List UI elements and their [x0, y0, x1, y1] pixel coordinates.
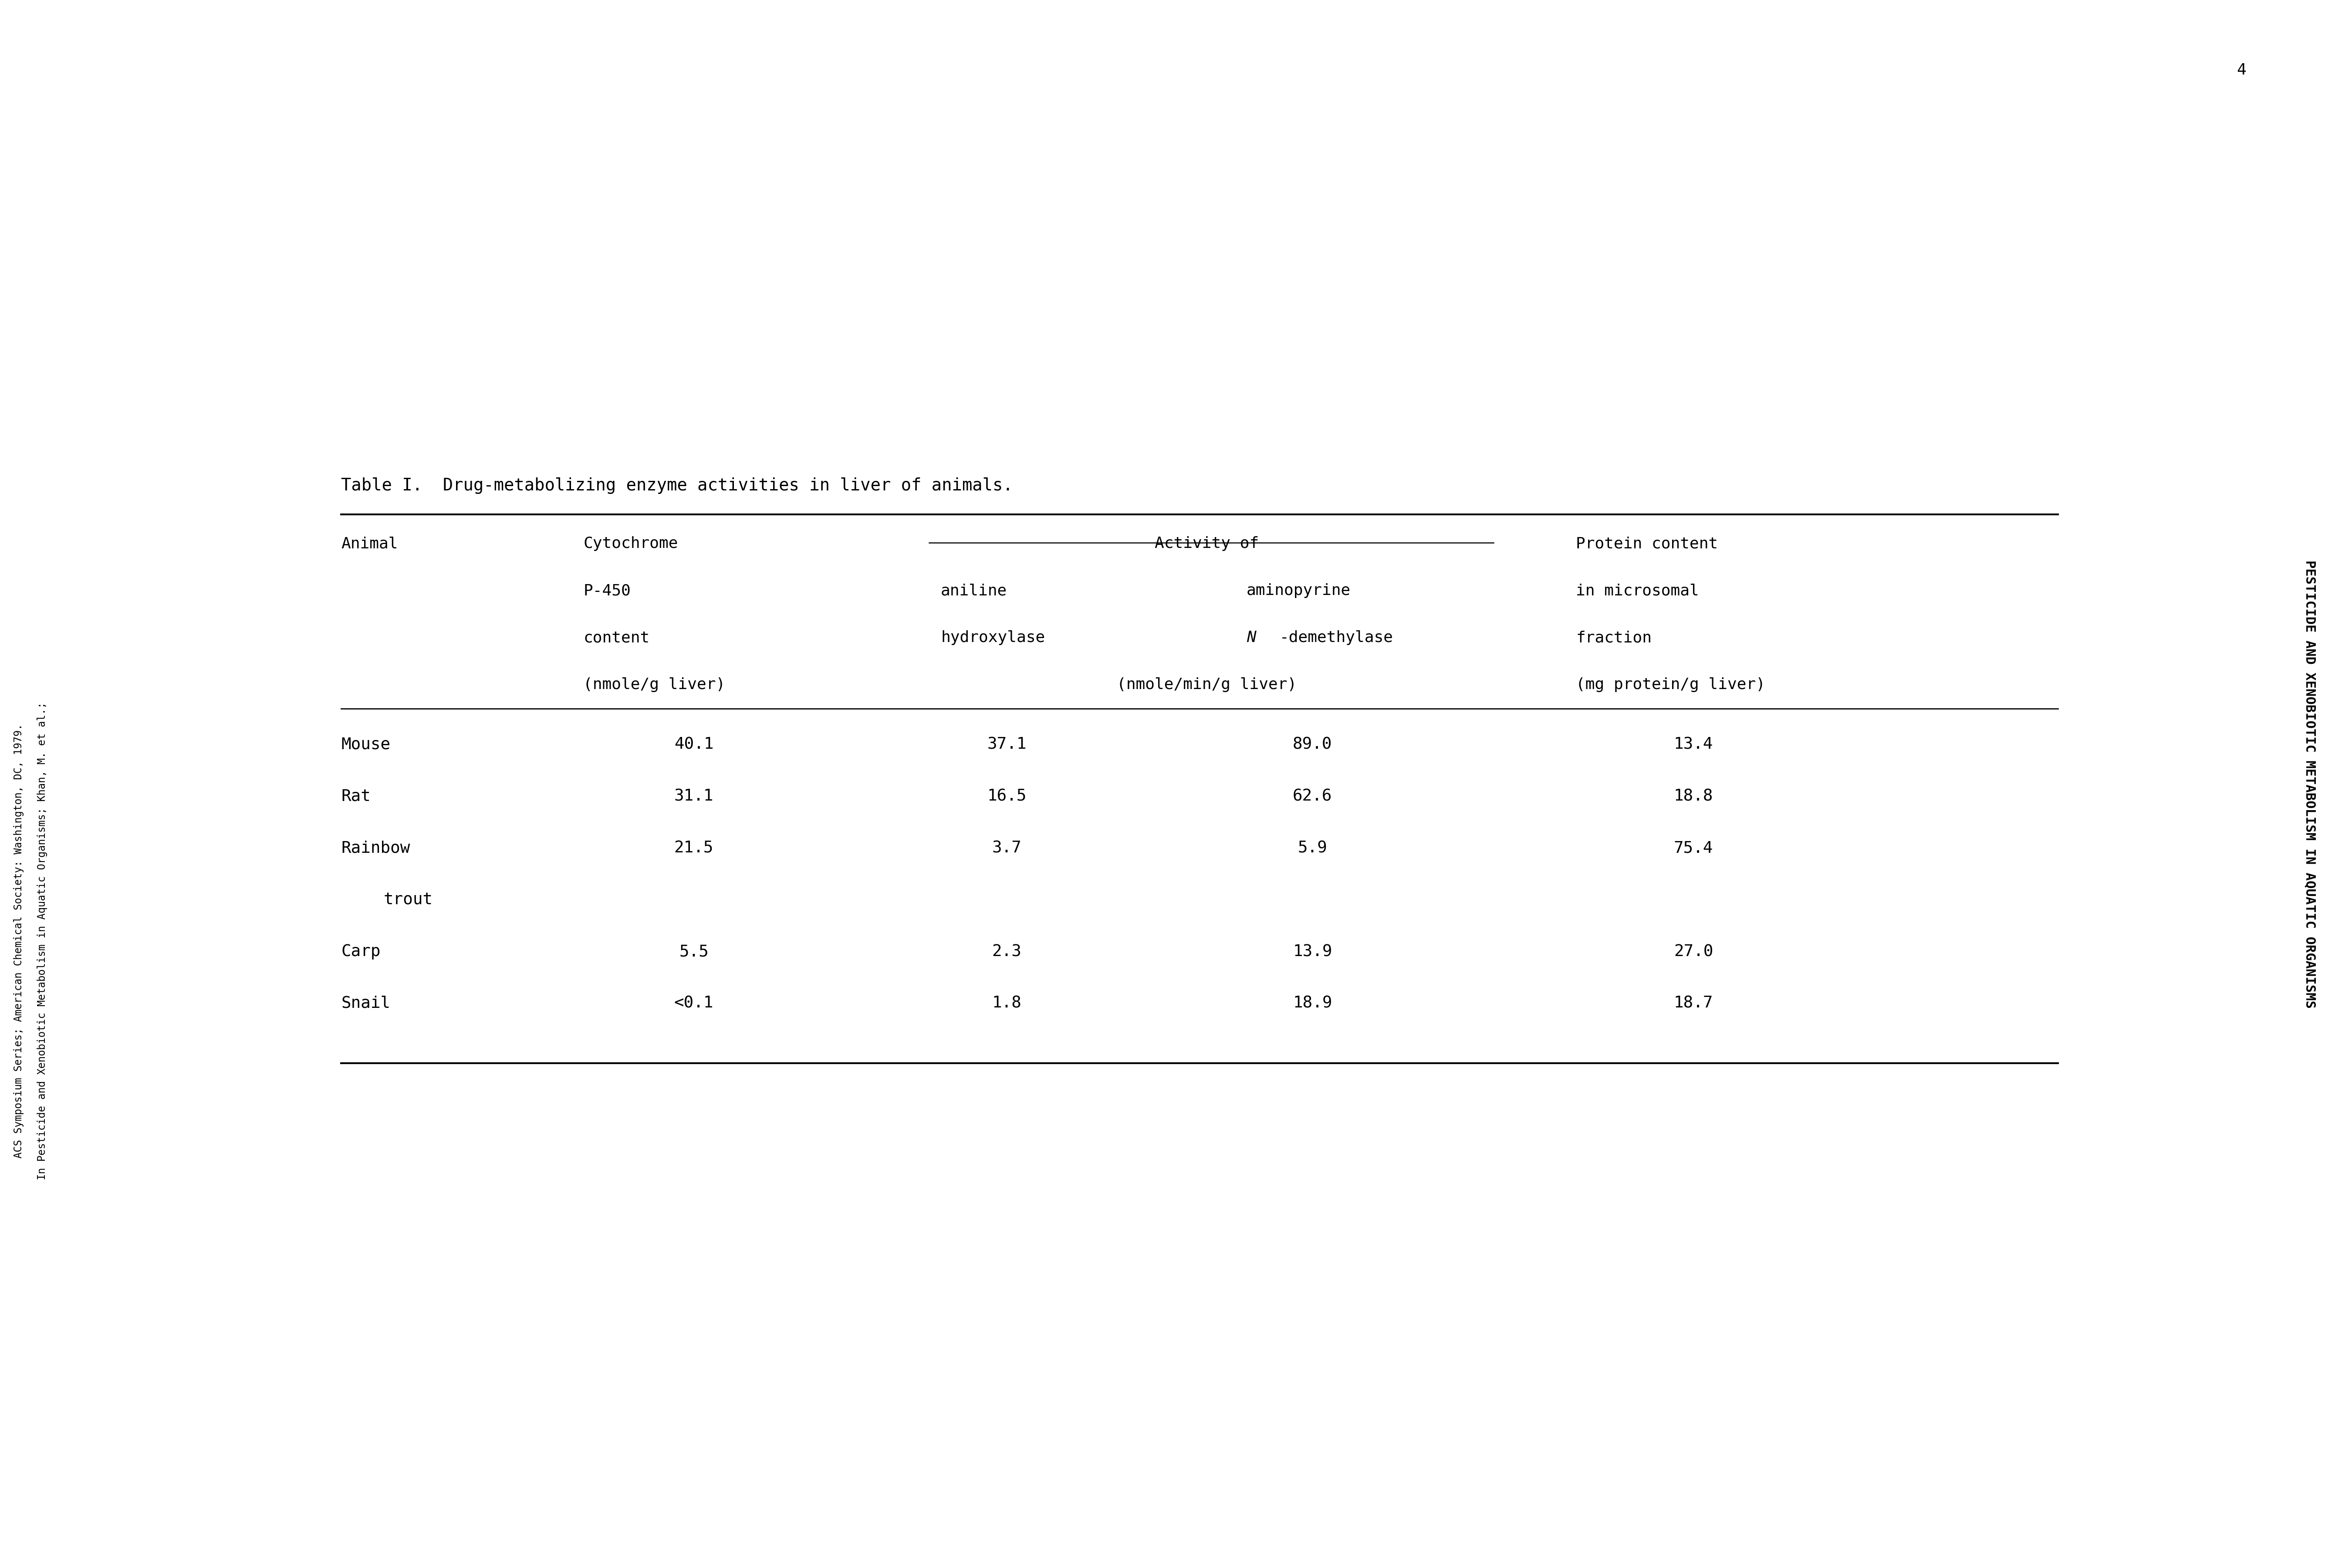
Text: 21.5: 21.5: [675, 840, 713, 856]
Text: 2.3: 2.3: [993, 944, 1021, 960]
Text: Carp: Carp: [341, 944, 381, 960]
Text: 13.4: 13.4: [1675, 737, 1712, 753]
Text: N: N: [1247, 630, 1256, 644]
Text: 18.7: 18.7: [1675, 996, 1712, 1011]
Text: 18.8: 18.8: [1675, 789, 1712, 804]
Text: Activity of: Activity of: [1155, 536, 1258, 550]
Text: Cytochrome: Cytochrome: [583, 536, 677, 550]
Text: Mouse: Mouse: [341, 737, 390, 753]
Text: Animal: Animal: [341, 536, 397, 550]
Text: fraction: fraction: [1576, 630, 1651, 644]
Text: (mg protein/g liver): (mg protein/g liver): [1576, 677, 1766, 691]
Text: 4: 4: [2237, 63, 2246, 77]
Text: Table I.  Drug-metabolizing enzyme activities in liver of animals.: Table I. Drug-metabolizing enzyme activi…: [341, 477, 1014, 494]
Text: 16.5: 16.5: [988, 789, 1025, 804]
Text: 5.5: 5.5: [680, 944, 708, 960]
Text: 18.9: 18.9: [1294, 996, 1331, 1011]
Text: 1.8: 1.8: [993, 996, 1021, 1011]
Text: (nmole/min/g liver): (nmole/min/g liver): [1117, 677, 1296, 691]
Text: 13.9: 13.9: [1294, 944, 1331, 960]
Text: Snail: Snail: [341, 996, 390, 1011]
Text: 31.1: 31.1: [675, 789, 713, 804]
Text: trout: trout: [383, 892, 433, 908]
Text: 3.7: 3.7: [993, 840, 1021, 856]
Text: Protein content: Protein content: [1576, 536, 1717, 550]
Text: 5.9: 5.9: [1298, 840, 1327, 856]
Text: hydroxylase: hydroxylase: [941, 630, 1044, 644]
Text: aniline: aniline: [941, 583, 1007, 597]
Text: Rainbow: Rainbow: [341, 840, 409, 856]
Text: PESTICIDE AND XENOBIOTIC METABOLISM IN AQUATIC ORGANISMS: PESTICIDE AND XENOBIOTIC METABOLISM IN A…: [2303, 560, 2317, 1008]
Text: 62.6: 62.6: [1294, 789, 1331, 804]
Text: 75.4: 75.4: [1675, 840, 1712, 856]
Text: (nmole/g liver): (nmole/g liver): [583, 677, 724, 691]
Text: content: content: [583, 630, 649, 644]
Text: in microsomal: in microsomal: [1576, 583, 1698, 597]
Text: ACS Symposium Series; American Chemical Society: Washington, DC, 1979.: ACS Symposium Series; American Chemical …: [14, 723, 24, 1159]
Text: -demethylase: -demethylase: [1279, 630, 1392, 644]
Text: P-450: P-450: [583, 583, 630, 597]
Text: Rat: Rat: [341, 789, 372, 804]
Text: <0.1: <0.1: [675, 996, 713, 1011]
Text: 89.0: 89.0: [1294, 737, 1331, 753]
Text: 40.1: 40.1: [675, 737, 713, 753]
Text: In Pesticide and Xenobiotic Metabolism in Aquatic Organisms; Khan, M. et al.;: In Pesticide and Xenobiotic Metabolism i…: [38, 702, 47, 1179]
Text: 37.1: 37.1: [988, 737, 1025, 753]
Text: aminopyrine: aminopyrine: [1247, 583, 1350, 597]
Text: 27.0: 27.0: [1675, 944, 1712, 960]
